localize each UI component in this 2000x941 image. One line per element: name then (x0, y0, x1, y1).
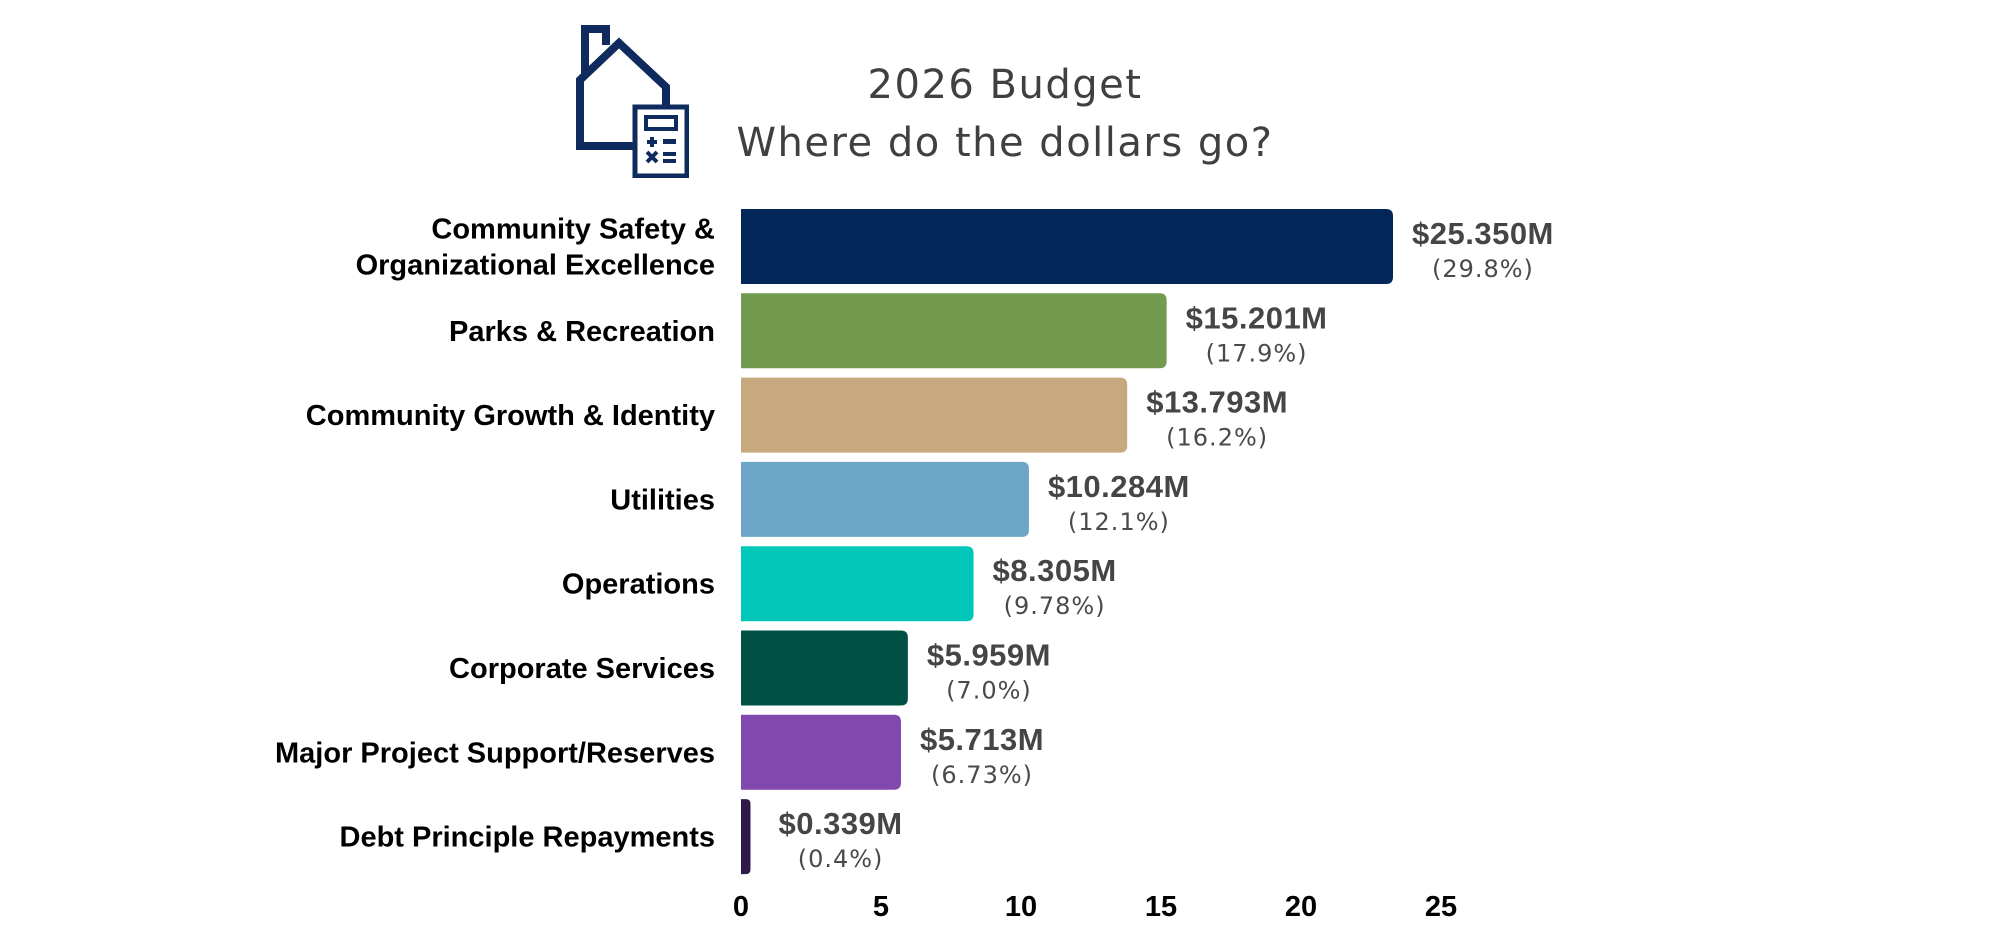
value-label: $0.339M (778, 806, 902, 841)
percent-label: (29.8%) (1432, 255, 1534, 283)
percent-label: (0.4%) (798, 845, 884, 873)
percent-label: (17.9%) (1206, 339, 1308, 367)
percent-label: (6.73%) (931, 761, 1033, 789)
category-label: Major Project Support/Reserves (275, 737, 715, 769)
value-label: $15.201M (1186, 300, 1328, 335)
percent-label: (7.0%) (946, 677, 1032, 705)
x-tick-label: 0 (733, 891, 749, 923)
bars-layer (741, 209, 1393, 875)
bar (741, 293, 1167, 369)
house-calculator-icon (576, 25, 689, 178)
category-label: Corporate Services (449, 653, 715, 685)
x-tick-label: 20 (1285, 891, 1317, 923)
category-label: Utilities (610, 484, 715, 516)
bar (741, 630, 908, 706)
value-label: $10.284M (1048, 469, 1190, 504)
category-label: Operations (562, 569, 715, 601)
value-labels: $25.350M (29.8%) $15.201M (17.9%) $13.793M (1… (778, 216, 1553, 873)
chart-title: 2026 Budget (867, 62, 1143, 108)
percent-label: (12.1%) (1068, 508, 1170, 536)
chart-subtitle: Where do the dollars go? (736, 120, 1274, 166)
bar (741, 799, 751, 875)
bar (741, 461, 1029, 537)
category-labels: Community Safety & Organizational Excell… (275, 214, 715, 854)
value-label: $5.959M (927, 638, 1051, 673)
category-label: Parks & Recreation (449, 316, 715, 348)
category-label: Community Safety & (431, 214, 715, 246)
x-tick-label: 10 (1005, 891, 1037, 923)
category-label: Community Growth & Identity (306, 400, 715, 432)
bar (741, 546, 974, 622)
x-tick-label: 15 (1145, 891, 1177, 923)
percent-label: (16.2%) (1166, 424, 1268, 452)
percent-label: (9.78%) (1004, 592, 1106, 620)
x-tick-label: 25 (1425, 891, 1457, 923)
x-tick-label: 5 (873, 891, 889, 923)
value-label: $25.350M (1412, 216, 1554, 251)
category-label: Organizational Excellence (356, 250, 715, 282)
category-label: Debt Principle Repayments (340, 822, 716, 854)
bar (741, 377, 1128, 453)
value-label: $13.793M (1146, 385, 1288, 420)
bar (741, 714, 901, 790)
x-axis: 0 5 10 15 20 25 (733, 891, 1457, 923)
bar (741, 209, 1393, 284)
value-label: $5.713M (920, 722, 1044, 757)
value-label: $8.305M (993, 553, 1117, 588)
